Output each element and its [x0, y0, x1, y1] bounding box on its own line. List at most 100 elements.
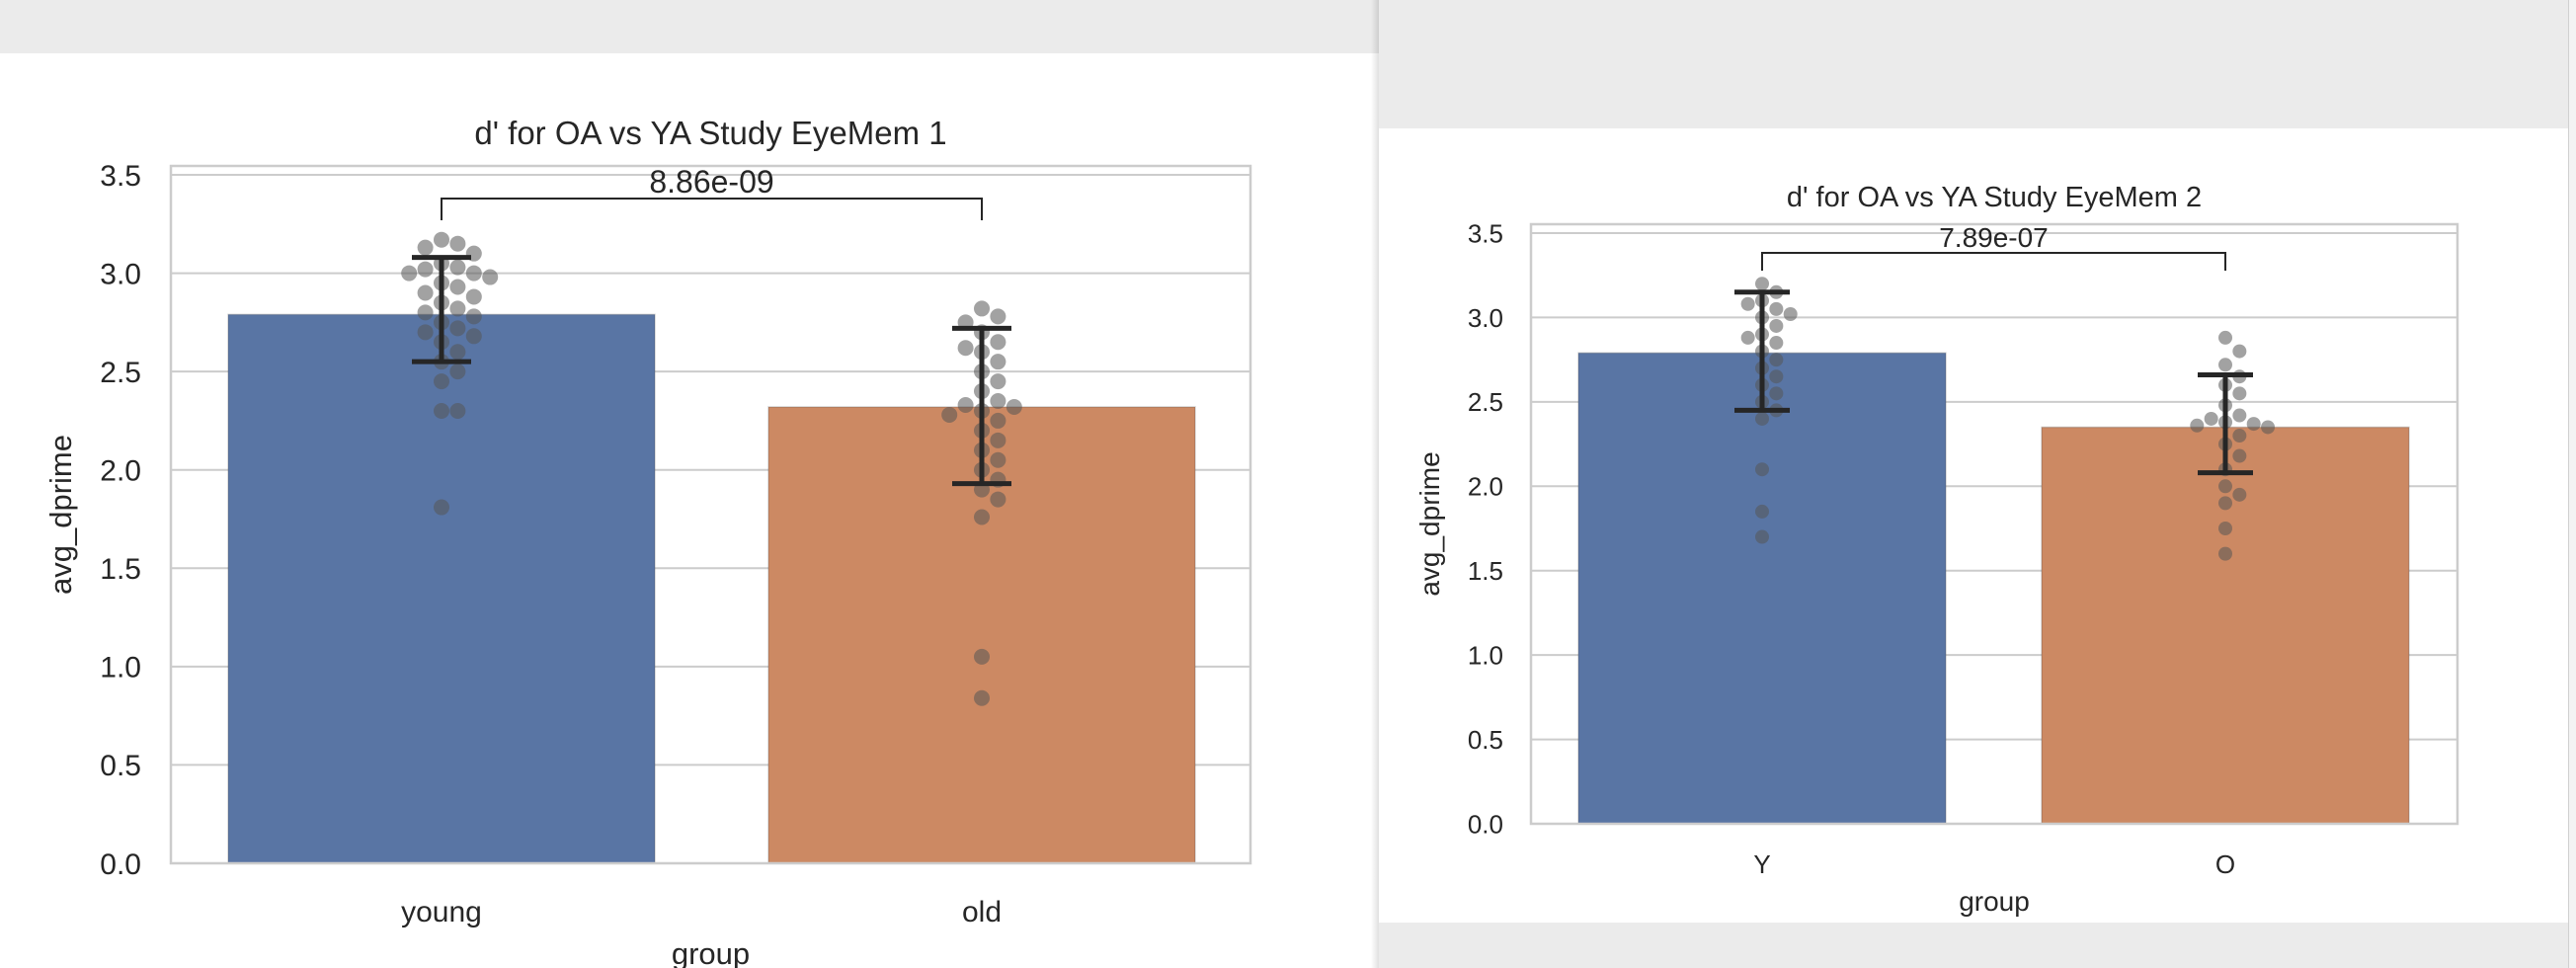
y-tick-label: 1.5 [100, 553, 141, 586]
data-point [2218, 496, 2232, 511]
y-axis-label: avg_dprime [1414, 451, 1445, 596]
data-point [449, 279, 466, 295]
data-point [465, 328, 482, 345]
x-axis-label: group [1959, 886, 2030, 917]
data-point [449, 259, 466, 276]
data-point [2190, 418, 2205, 433]
y-tick-label: 0.5 [1468, 725, 1503, 755]
data-point [434, 499, 449, 516]
axes-frame [169, 164, 1252, 865]
data-point [1769, 336, 1784, 351]
data-point [990, 308, 1006, 325]
p-value-annotation: 8.86e-09 [649, 164, 773, 200]
data-point [990, 412, 1006, 429]
data-point [434, 231, 449, 248]
data-point [465, 288, 482, 305]
x-tick-label: young [401, 896, 482, 928]
window-edge [2568, 0, 2576, 968]
chart-title: d' for OA vs YA Study EyeMem 2 [1787, 182, 2202, 213]
data-point [1755, 411, 1769, 426]
data-point [434, 402, 449, 419]
data-point [974, 648, 990, 665]
data-point [449, 402, 466, 419]
data-point [974, 300, 990, 317]
data-point [2232, 344, 2247, 359]
data-point [1755, 462, 1769, 477]
plot-window-1: 0.0 0.5 1.0 1.5 2.0 2.5 3.0 3.5 8.86e-09 young old… [0, 0, 1381, 968]
data-point [974, 689, 990, 706]
data-point [1755, 277, 1769, 291]
data-point [2246, 417, 2261, 432]
x-axis-label: group [672, 936, 750, 968]
data-point [1006, 398, 1022, 415]
data-point [974, 509, 990, 525]
data-point [2232, 429, 2247, 444]
y-tick-label: 3.5 [100, 160, 141, 193]
data-point [2261, 420, 2276, 435]
significance-bracket [441, 198, 983, 220]
data-point [1755, 504, 1769, 519]
data-point [990, 432, 1006, 448]
bar-chart-eyemem-1: 0.0 0.5 1.0 1.5 2.0 2.5 3.0 3.5 8.86e-09 young old… [43, 115, 1252, 968]
data-point [2232, 487, 2247, 502]
x-tick-label: O [2215, 849, 2235, 879]
data-point [990, 354, 1006, 370]
data-point [1740, 330, 1755, 345]
data-point [2204, 411, 2218, 426]
data-point [990, 393, 1006, 410]
data-point [990, 451, 1006, 468]
data-point [1769, 369, 1784, 384]
y-tick-label: 0.0 [1468, 809, 1503, 839]
data-point [1769, 301, 1784, 316]
y-tick-label: 0.5 [100, 750, 141, 782]
data-point [1740, 296, 1755, 311]
significance-bracket [1761, 252, 2226, 271]
data-point [2218, 330, 2232, 345]
data-point [417, 284, 434, 301]
y-tick-label: 3.5 [1468, 218, 1503, 248]
data-point [401, 265, 418, 282]
data-point [417, 261, 434, 278]
data-point [449, 363, 466, 380]
data-point [2218, 358, 2232, 372]
data-point [1783, 307, 1798, 322]
data-point [434, 373, 449, 390]
data-point [465, 308, 482, 325]
chart-title: d' for OA vs YA Study EyeMem 1 [474, 115, 946, 151]
data-point [417, 239, 434, 256]
data-point [990, 334, 1006, 351]
data-point [2232, 386, 2247, 401]
data-point [1769, 318, 1784, 333]
y-tick-label: 2.0 [1468, 472, 1503, 502]
bar-young [227, 313, 656, 864]
data-point [1755, 529, 1769, 544]
p-value-annotation: 7.89e-07 [1939, 222, 2049, 253]
data-point [990, 491, 1006, 508]
data-point [1769, 386, 1784, 401]
data-point [2232, 448, 2247, 463]
data-point [449, 320, 466, 337]
data-point [417, 324, 434, 341]
y-axis-label: avg_dprime [43, 435, 78, 595]
y-tick-label: 1.0 [100, 652, 141, 685]
y-tick-label: 3.0 [100, 258, 141, 290]
data-point [449, 235, 466, 252]
data-point [2218, 522, 2232, 535]
bar-o [2041, 426, 2410, 825]
data-point [465, 265, 482, 282]
data-point [449, 344, 466, 361]
data-point [482, 269, 499, 285]
data-point [990, 373, 1006, 390]
y-tick-label: 0.0 [100, 848, 141, 881]
data-point [449, 300, 466, 317]
data-point [957, 396, 974, 413]
x-tick-label: Y [1753, 849, 1770, 879]
y-tick-label: 2.0 [100, 455, 141, 488]
data-point [2232, 408, 2247, 423]
data-point [2218, 546, 2232, 561]
y-tick-label: 1.5 [1468, 556, 1503, 586]
data-point [417, 304, 434, 321]
x-tick-label: old [962, 896, 1002, 928]
